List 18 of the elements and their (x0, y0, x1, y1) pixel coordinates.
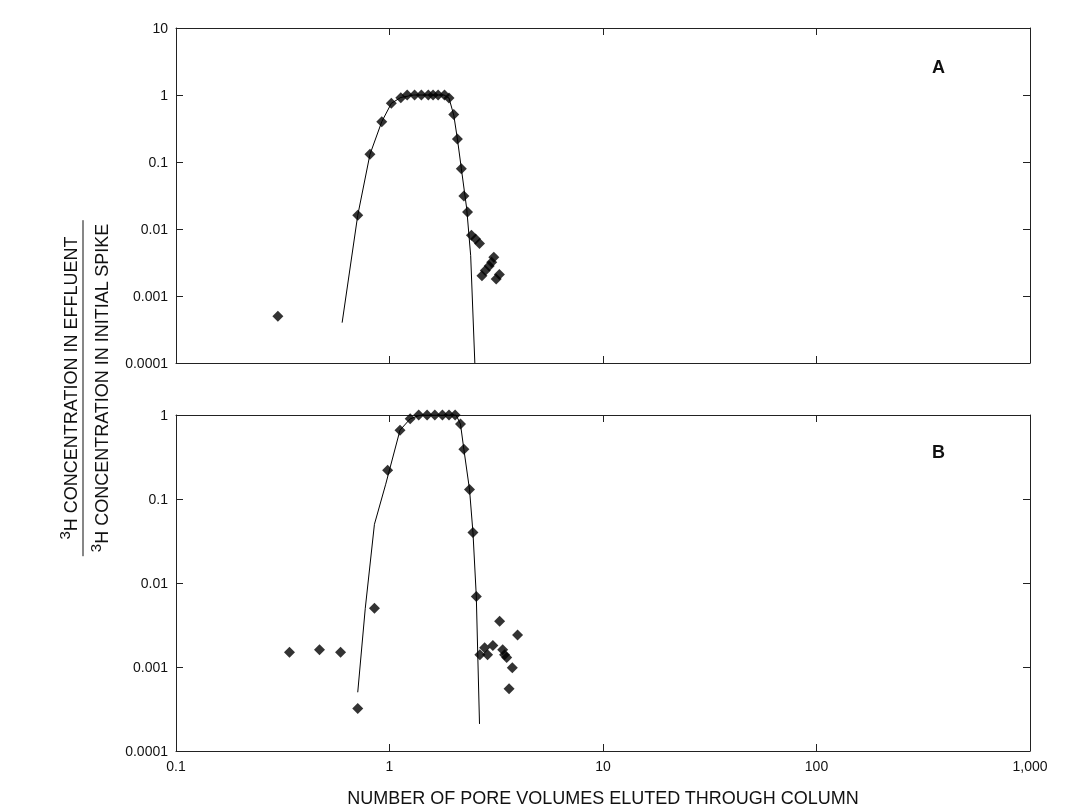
y-tick-label: 1 (160, 87, 169, 103)
x-tick-label: 100 (804, 758, 829, 774)
x-tick-label: 10 (595, 758, 611, 774)
x-tick-label: 1 (385, 758, 394, 774)
annotation: B (932, 442, 945, 462)
y-tick-label: 0.001 (132, 288, 169, 304)
annotation: A (932, 57, 945, 77)
y-tick-label: 10 (152, 20, 169, 36)
y-tick-label: 0.01 (140, 221, 169, 237)
y-tick-label: 0.1 (148, 491, 169, 507)
y-tick-label: 0.01 (140, 575, 169, 591)
y-tick-label: 1 (160, 407, 169, 423)
x-tick-label: 1,000 (1012, 758, 1048, 774)
y-tick-label: 0.0001 (125, 743, 169, 759)
x-axis-title: NUMBER OF PORE VOLUMES ELUTED THROUGH COLUMN (347, 788, 859, 805)
y-tick-label: 0.1 (148, 154, 169, 170)
y-tick-label: 0.0001 (125, 355, 169, 371)
y-tick-label: 0.001 (132, 659, 169, 675)
